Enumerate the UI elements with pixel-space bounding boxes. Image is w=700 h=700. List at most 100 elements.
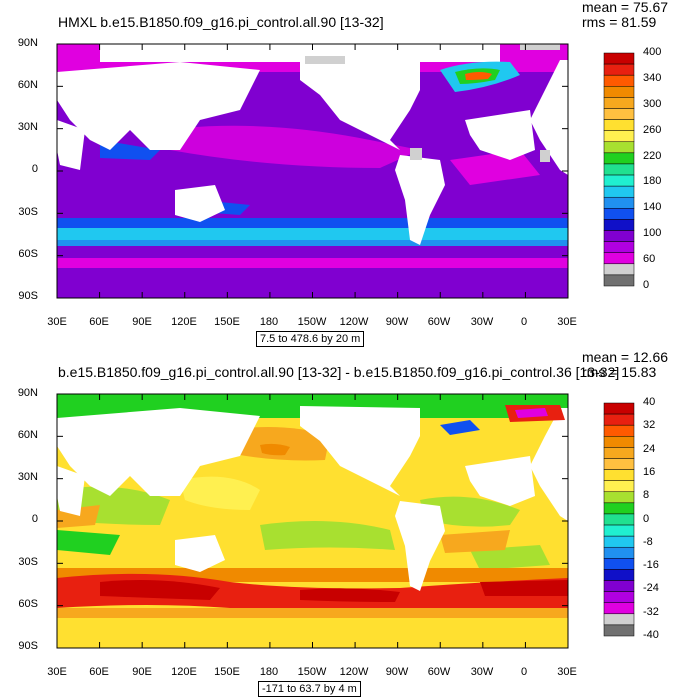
colorbar-swatch (603, 74, 635, 87)
colorbar-label: 8 (643, 489, 650, 502)
colorbar-label: 220 (643, 149, 662, 162)
rms-value: rms = 81.59 (582, 14, 657, 30)
colorbar-swatch (603, 602, 635, 615)
colorbar-swatch (603, 402, 635, 415)
colorbar-swatch (603, 185, 635, 198)
colorbar-label: 180 (643, 175, 662, 188)
lat-label: 60N (17, 79, 38, 91)
lon-label: 30E (47, 666, 67, 678)
lon-label: 30E (557, 316, 577, 328)
colorbar-swatch (603, 208, 635, 220)
colorbar-swatch (603, 52, 635, 65)
lat-label: 0 (31, 163, 38, 175)
lon-label: 150W (297, 666, 327, 678)
colorbar-swatch (603, 491, 635, 504)
colorbar-swatch (603, 230, 635, 242)
lon-label: 120W (339, 666, 369, 678)
colorbar-label: 0 (643, 512, 650, 525)
colorbar-label: 260 (643, 123, 662, 136)
stats-block: mean = 12.66 rms = 15.83 (582, 350, 668, 380)
mean-value: mean = 75.67 (582, 0, 669, 15)
colorbar-swatch (603, 274, 635, 287)
lon-label: 60E (89, 316, 109, 328)
lat-label: 90S (18, 290, 38, 302)
map-figure (56, 43, 635, 299)
lon-label: 120E (171, 666, 197, 678)
map-panel-difference: b.e15.B1850.f09_g16.pi_control.all.90 [1… (0, 350, 700, 700)
lon-label: 90E (132, 316, 152, 328)
colorbar-swatch (603, 86, 635, 98)
lon-label: 120W (339, 316, 369, 328)
colorbar-swatch (603, 480, 635, 493)
colorbar-swatch (603, 130, 635, 143)
lon-label: 60W (427, 316, 451, 328)
colorbar-label: 32 (643, 419, 656, 432)
colorbar-label: 60 (643, 253, 656, 266)
colorbar-swatch (603, 535, 635, 548)
colorbar-swatch (603, 97, 635, 109)
colorbar-swatch (603, 502, 635, 515)
lon-label: 150E (214, 666, 240, 678)
colorbar-swatch (603, 174, 635, 187)
colorbar-swatch (603, 152, 635, 165)
contour-range-label: 7.5 to 478.6 by 20 m (256, 331, 365, 347)
lon-label: 30E (557, 666, 577, 678)
colorbar-swatch (603, 163, 635, 176)
axis-ticks (56, 393, 569, 649)
lon-label: 180 (259, 666, 279, 678)
lat-label: 30N (17, 121, 38, 133)
lat-label: 60S (18, 598, 38, 610)
colorbar-swatch (603, 436, 635, 448)
axis-ticks (56, 43, 569, 299)
lon-label: 0 (520, 666, 528, 678)
colorbar-swatch (603, 546, 635, 559)
colorbar-swatch (603, 263, 635, 276)
colorbar (603, 52, 635, 287)
colorbar-swatch (603, 196, 635, 209)
colorbar-label: 40 (643, 396, 656, 408)
colorbar-label: 140 (643, 201, 662, 214)
colorbar-swatch (603, 63, 635, 76)
lon-label: 60W (427, 666, 451, 678)
colorbar-swatch (603, 613, 635, 626)
lat-label: 30N (17, 471, 38, 483)
colorbar-swatch (603, 252, 635, 265)
colorbar-swatch (603, 513, 635, 526)
map-panel-hmxl: HMXL b.e15.B1850.f09_g16.pi_control.all.… (17, 0, 668, 347)
colorbar-label: 16 (643, 465, 656, 478)
colorbar-label: 100 (643, 227, 662, 240)
lon-label: 30E (47, 316, 67, 328)
colorbar-swatch (603, 447, 635, 459)
colorbar-swatch (603, 413, 635, 426)
colorbar-swatch (603, 141, 635, 154)
stats-block: mean = 75.67 rms = 81.59 (582, 0, 668, 30)
colorbar-label: 400 (643, 46, 662, 58)
lon-label: 90E (132, 666, 152, 678)
lon-label: 150E (214, 316, 240, 328)
colorbar-swatch (603, 469, 635, 481)
lat-label: 90S (18, 640, 38, 652)
colorbar-label: -32 (643, 605, 659, 618)
lat-label: 60N (17, 429, 38, 441)
colorbar-label: 340 (643, 71, 662, 84)
colorbar-swatch (603, 219, 635, 231)
lat-label: 90N (17, 37, 38, 49)
lon-label: 150W (297, 316, 327, 328)
colorbar (603, 402, 635, 637)
lon-label: 120E (171, 316, 197, 328)
rms-value: rms = 15.83 (582, 364, 657, 380)
lon-label: 90W (385, 666, 409, 678)
lon-label: 60E (89, 666, 109, 678)
colorbar-swatch (603, 119, 635, 131)
landmasses (57, 406, 568, 591)
colorbar-swatch (603, 108, 635, 120)
lon-label: 0 (520, 316, 528, 328)
lat-label: 30S (18, 206, 38, 218)
map-field (57, 44, 568, 298)
map-figure (56, 393, 635, 649)
panel-title: b.e15.B1850.f09_g16.pi_control.all.90 [1… (58, 364, 620, 380)
colorbar-label: -24 (643, 582, 659, 595)
colorbar-swatch (603, 241, 635, 253)
colorbar-swatch (603, 591, 635, 603)
lat-label: 30S (18, 556, 38, 568)
